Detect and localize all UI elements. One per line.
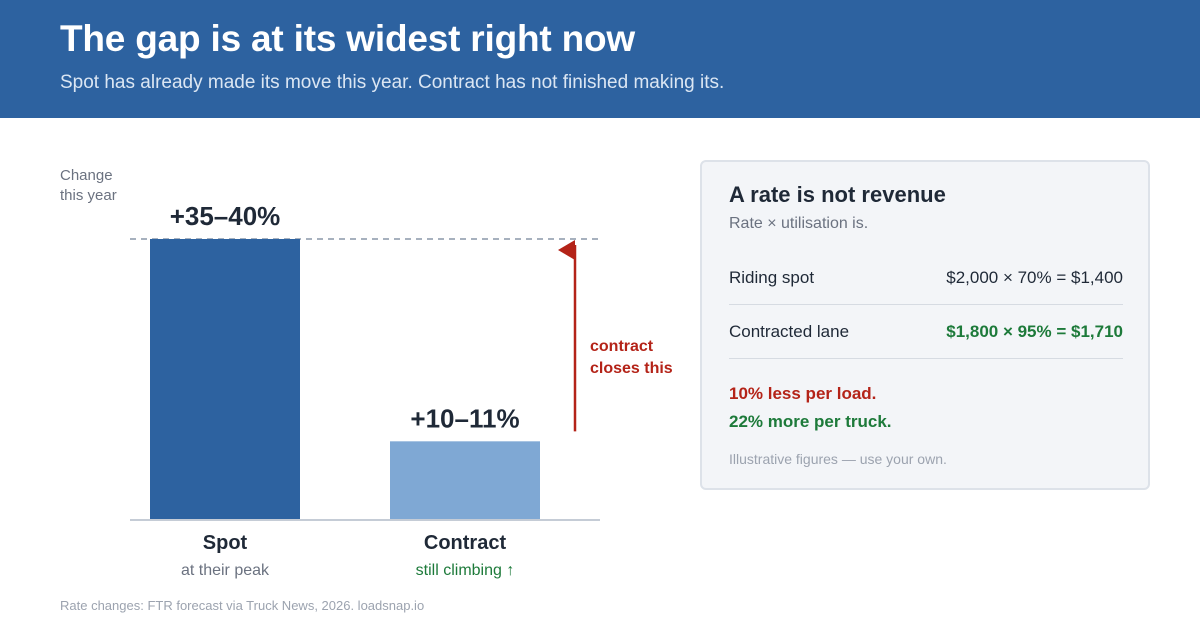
card-subtitle: Rate × utilisation is. — [729, 215, 869, 232]
category-note-spot: at their peak — [180, 562, 270, 579]
card-row-value: $2,000 × 70% = $1,400 — [946, 268, 1123, 287]
data-label-spot: +35–40% — [170, 201, 281, 231]
bar-chart: Change this year +35–40% +10–11% Spot at… — [0, 118, 680, 630]
illustrative-note: Illustrative figures — use your own. — [729, 451, 947, 467]
card-row-contracted-lane: Contracted lane $1,800 × 95% = $1,710 — [729, 305, 1123, 359]
page-title: The gap is at its widest right now — [60, 18, 635, 59]
per-truck-note: 22% more per truck. — [729, 412, 892, 431]
page-subtitle: Spot has already made its move this year… — [60, 72, 725, 93]
gap-annotation-line-1: contract — [590, 338, 654, 355]
source-note: Rate changes: FTR forecast via Truck New… — [60, 598, 425, 613]
chart-canvas: +35–40% +10–11% — [130, 201, 600, 521]
header-banner: The gap is at its widest right now Spot … — [0, 0, 1200, 118]
category-label-spot: Spot — [202, 532, 248, 554]
y-axis-label: Change this year — [60, 167, 117, 204]
bar-spot — [150, 239, 300, 520]
gap-arrow-head — [558, 240, 575, 260]
card-row-riding-spot: Riding spot $2,000 × 70% = $1,400 — [729, 251, 1123, 305]
card-row-value: $1,800 × 95% = $1,710 — [946, 322, 1123, 341]
per-load-note: 10% less per load. — [729, 384, 877, 403]
category-note-contract: still climbing ↑ — [415, 562, 515, 579]
data-label-contract: +10–11% — [410, 403, 519, 433]
category-label-contract: Contract — [423, 532, 507, 554]
card-title: A rate is not revenue — [729, 182, 946, 207]
gap-annotation-line-2: closes this — [590, 360, 673, 377]
bar-contract — [390, 441, 540, 520]
revenue-card: A rate is not revenue Rate × utilisation… — [700, 160, 1150, 490]
card-row-label: Contracted lane — [729, 322, 850, 341]
gap-annotation: contract closes this — [590, 336, 690, 380]
card-row-label: Riding spot — [729, 268, 815, 287]
